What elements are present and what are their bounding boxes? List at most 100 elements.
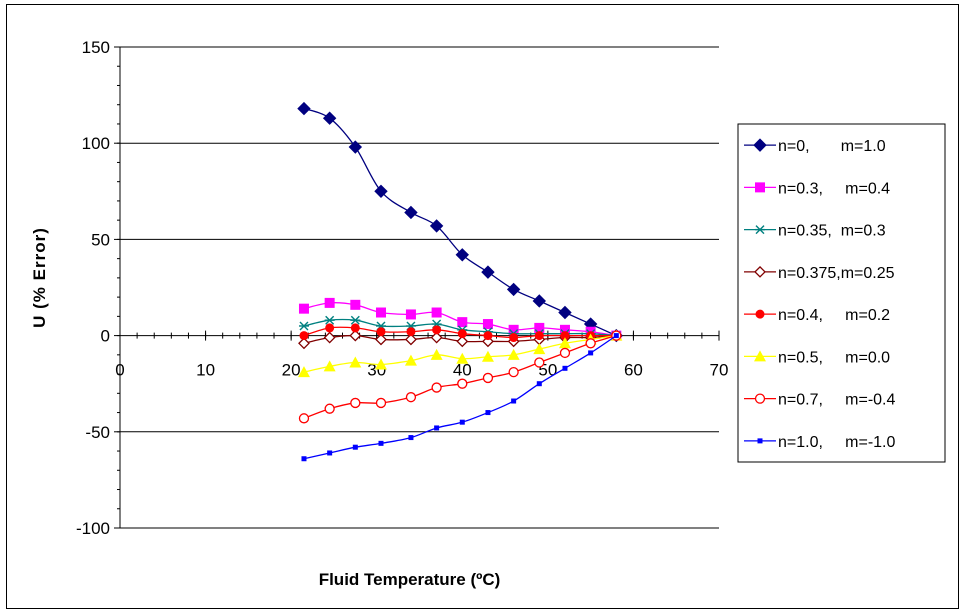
data-point	[534, 322, 545, 333]
x-tick-label: 70	[710, 361, 729, 380]
y-axis-title: U (% Error)	[30, 227, 49, 328]
legend-label: n=0.7, m=-0.4	[778, 392, 896, 409]
series-6	[298, 330, 622, 424]
data-point	[755, 182, 765, 193]
series-4	[299, 323, 621, 343]
marker-stroke	[755, 225, 765, 235]
data-point	[375, 307, 386, 318]
data-point	[324, 297, 335, 308]
data-point	[298, 337, 310, 350]
data-point	[431, 382, 442, 393]
legend-item: n=0.3, m=0.4	[744, 180, 890, 197]
x-tick-label: 40	[453, 361, 472, 380]
data-point	[404, 354, 417, 366]
data-point	[508, 324, 519, 335]
data-point	[558, 337, 571, 349]
data-point	[459, 419, 465, 425]
data-point	[376, 327, 386, 337]
data-point	[430, 331, 443, 344]
y-tick-label: 100	[82, 134, 110, 153]
y-tick-label: -50	[85, 423, 110, 442]
data-point	[481, 350, 494, 362]
data-point	[457, 329, 467, 339]
marker-stroke	[325, 315, 335, 325]
data-point	[534, 357, 545, 368]
data-point	[350, 323, 360, 333]
data-point	[350, 315, 361, 325]
data-point	[533, 343, 546, 355]
series-group	[297, 101, 624, 462]
data-point	[532, 294, 547, 308]
data-point	[507, 348, 520, 360]
data-point	[378, 440, 384, 446]
data-point	[432, 325, 442, 335]
data-point	[558, 305, 572, 320]
legend-item: n=1.0, m=-1.0	[744, 434, 896, 451]
legend-label: n=0, m=1.0	[778, 138, 886, 155]
data-point	[408, 435, 414, 441]
data-point	[508, 367, 519, 378]
data-point	[327, 450, 333, 456]
data-point	[755, 309, 765, 319]
data-point	[754, 393, 766, 404]
data-point	[456, 352, 469, 364]
data-point	[536, 381, 542, 387]
data-point	[754, 265, 766, 278]
x-tick-label: 0	[115, 361, 124, 380]
data-point	[375, 397, 387, 409]
data-point	[482, 372, 494, 384]
data-point	[482, 319, 493, 330]
data-point	[429, 219, 444, 233]
data-point	[322, 111, 337, 125]
data-point	[588, 350, 594, 356]
series-0	[297, 101, 624, 343]
legend-label: n=0.35, m=0.3	[778, 223, 886, 240]
data-point	[613, 333, 619, 339]
data-point	[434, 425, 440, 431]
data-point	[324, 403, 335, 414]
x-tick-label: 10	[196, 361, 215, 380]
data-point	[457, 317, 468, 328]
data-point	[323, 331, 336, 344]
data-point	[506, 282, 521, 297]
data-point	[753, 138, 767, 152]
legend-item: n=0.375,m=0.25	[744, 265, 895, 282]
axes	[114, 46, 720, 529]
data-point	[374, 184, 388, 199]
data-point	[298, 303, 309, 314]
data-point	[404, 205, 418, 220]
x-tick-label: 20	[282, 361, 301, 380]
data-point	[324, 315, 335, 325]
data-point	[323, 360, 336, 372]
data-point	[349, 329, 362, 342]
data-point	[511, 398, 517, 404]
data-point	[456, 335, 469, 348]
data-point	[431, 307, 442, 318]
data-point	[562, 365, 568, 371]
x-tick-label: 60	[624, 361, 643, 380]
legend-item: n=0, m=1.0	[744, 138, 886, 155]
marker-stroke	[350, 315, 360, 325]
data-point	[325, 323, 335, 333]
legend: n=0, m=1.0 n=0.3, m=0.4 n=0.35, m=0.3 n=0.3…	[737, 123, 946, 463]
data-point	[485, 410, 491, 416]
data-point	[405, 392, 417, 403]
data-point	[405, 333, 417, 346]
data-point	[298, 321, 309, 331]
axis-titles: Fluid Temperature (ºC) U (% Error)	[30, 227, 500, 589]
data-point	[755, 225, 765, 235]
y-tick-label: 0	[101, 327, 110, 346]
data-point	[405, 309, 416, 320]
data-point	[585, 338, 596, 349]
data-point	[350, 397, 361, 409]
data-point	[559, 324, 570, 335]
data-point	[297, 101, 311, 116]
marker-stroke	[299, 321, 309, 331]
x-axis-title: Fluid Temperature (ºC)	[319, 570, 501, 589]
data-point	[757, 438, 763, 444]
data-point	[754, 350, 766, 362]
data-point	[483, 331, 493, 341]
legend-item: n=0.5, m=0.0	[744, 349, 890, 366]
